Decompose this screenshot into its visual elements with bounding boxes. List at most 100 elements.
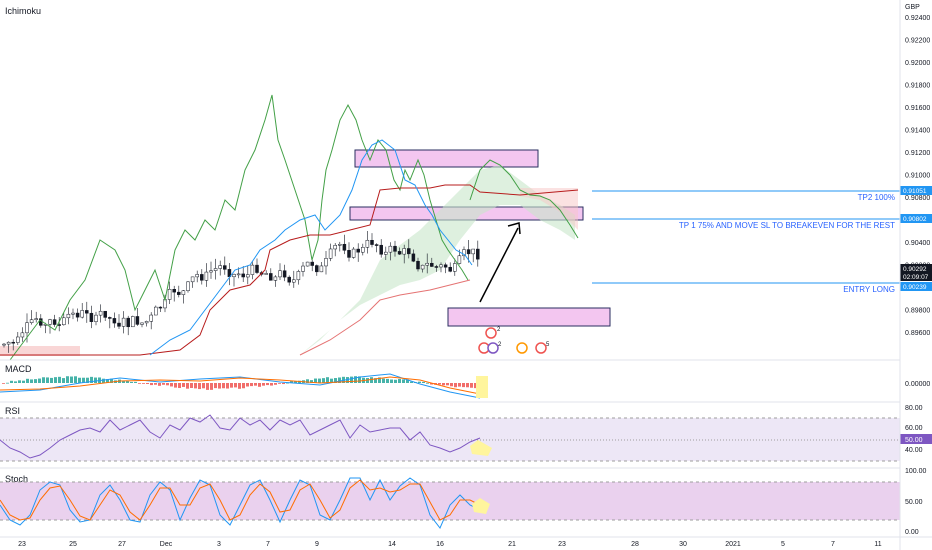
macd-histogram-bar: [166, 383, 169, 386]
event-icon[interactable]: [485, 327, 497, 339]
macd-histogram-bar: [370, 377, 373, 383]
projection-arrow[interactable]: [479, 227, 519, 303]
candle-body: [310, 261, 314, 266]
price-axis-tick: 0.91600: [905, 105, 930, 112]
macd-histogram-bar: [18, 380, 21, 383]
rsi-pane[interactable]: RSI 80.00 60.00 50.00 40.00: [0, 401, 932, 462]
candle-body: [48, 319, 52, 325]
candle-body: [144, 321, 149, 324]
rsi-line: [0, 414, 481, 459]
kijun-sen-line: [0, 184, 579, 356]
price-axis-tick: 0.92000: [905, 60, 930, 67]
event-badges[interactable]: 2 2 5: [478, 327, 550, 354]
candle-body: [218, 265, 222, 269]
price-axis-tick: 0.91000: [905, 173, 930, 180]
macd-histogram-bar: [394, 379, 397, 383]
candle-body: [466, 249, 471, 255]
macd-pane[interactable]: MACD 0.00000: [0, 359, 930, 399]
macd-histogram-bar: [426, 382, 429, 384]
candle-body: [471, 248, 475, 255]
currency-label: GBP: [905, 4, 920, 11]
tp1-label: TP 1 75% AND MOVE SL TO BREAKEVEN FOR TH…: [679, 221, 895, 230]
stoch-highlight: [472, 498, 490, 514]
candle-body: [85, 310, 89, 314]
price-badge-label: 0.90802: [903, 216, 927, 223]
macd-histogram-bar: [234, 383, 237, 388]
candle-body: [6, 341, 11, 345]
time-axis-tick: Dec: [160, 541, 173, 548]
price-pane[interactable]: Ichimoku GBP TP2 100% TP 1 75% AND MOVE …: [0, 4, 920, 361]
macd-histogram-bar: [94, 377, 97, 383]
stoch-band: [0, 482, 900, 520]
candle-body: [29, 319, 34, 323]
candle-body: [402, 248, 406, 255]
macd-histogram-bar: [190, 383, 193, 388]
candle-body: [457, 255, 462, 264]
candlesticks: [2, 231, 480, 353]
lagging-span-line: [9, 94, 469, 361]
candle-body: [315, 265, 319, 273]
candle-body: [443, 264, 448, 268]
leading-span-b-line: [299, 279, 471, 356]
rsi-axis-tick: 60.00: [905, 425, 923, 432]
candle-body: [213, 268, 218, 271]
rsi-axis-tick: 40.00: [905, 447, 923, 454]
macd-histogram-bar: [78, 377, 81, 383]
macd-histogram-bar: [374, 378, 377, 383]
candle-body: [448, 266, 452, 272]
candle-body: [16, 336, 20, 343]
macd-histogram-bar: [46, 377, 49, 383]
candle-body: [425, 262, 429, 266]
macd-histogram-bar: [402, 379, 405, 383]
macd-histogram-bar: [42, 377, 45, 383]
candle-body: [209, 270, 213, 273]
macd-histogram-bar: [238, 383, 241, 389]
event-count: 2: [497, 327, 501, 333]
resistance-zone-upper[interactable]: [354, 149, 539, 168]
macd-histogram-bar: [250, 383, 253, 387]
macd-histogram-bar: [34, 379, 37, 383]
event-icon[interactable]: [487, 342, 499, 354]
macd-histogram-bar: [62, 378, 65, 383]
stoch-title: Stoch: [5, 474, 28, 484]
macd-histogram-bar: [122, 380, 125, 383]
macd-histogram-bar: [314, 378, 317, 383]
macd-histogram-bar: [422, 381, 425, 383]
candle-body: [241, 273, 245, 278]
candle-body: [388, 245, 393, 253]
price-axis-tick: 0.90400: [905, 240, 930, 247]
candle-body: [66, 313, 71, 319]
candle-body: [393, 245, 397, 252]
time-axis[interactable]: 23 25 27 Dec 3 7 9 14 16 21 23 28 30 2021 5 7 11: [18, 541, 882, 548]
stoch-k-line: [0, 477, 481, 529]
tenkan-sen-line: [149, 139, 473, 356]
time-axis-tick: 21: [508, 541, 516, 548]
macd-histogram-bar: [358, 376, 361, 383]
candle-body: [361, 247, 365, 253]
macd-histogram-bar: [210, 383, 213, 390]
event-icon[interactable]: [516, 342, 528, 354]
time-axis-tick: 30: [679, 541, 687, 548]
candle-body: [430, 262, 434, 267]
macd-histogram-bar: [222, 383, 225, 389]
macd-histogram-bar: [326, 377, 329, 383]
candle-body: [356, 248, 360, 253]
macd-highlight: [476, 376, 488, 398]
support-zone[interactable]: [447, 307, 611, 327]
candle-body: [434, 266, 439, 268]
stoch-pane[interactable]: Stoch 100.00 50.00 0.00: [0, 467, 927, 536]
macd-histogram-bar: [206, 383, 209, 390]
candle-body: [347, 250, 351, 258]
time-axis-tick: 7: [831, 541, 835, 548]
event-icon[interactable]: [535, 342, 547, 354]
candle-body: [365, 239, 370, 248]
candle-body: [223, 265, 227, 270]
candle-body: [11, 341, 15, 344]
candle-body: [80, 310, 84, 318]
price-axis-tick: 0.91800: [905, 83, 930, 90]
price-badge-label: 0.90292: [903, 266, 927, 273]
macd-histogram-bar: [290, 381, 293, 383]
macd-histogram-bar: [186, 383, 189, 389]
price-axis-tick: 0.91200: [905, 150, 930, 157]
